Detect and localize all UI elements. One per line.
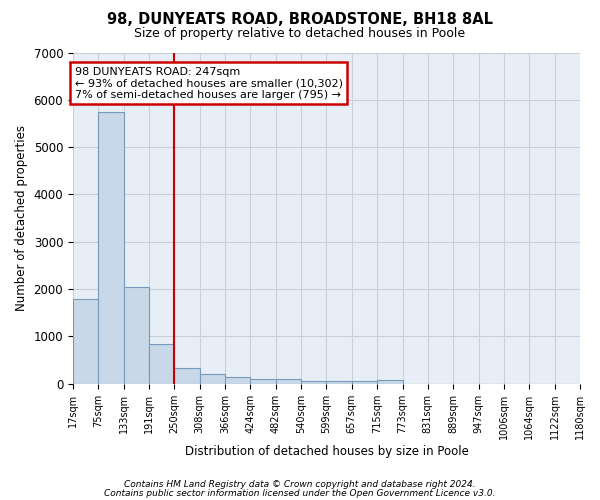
Bar <box>175 368 200 384</box>
Text: 98, DUNYEATS ROAD, BROADSTONE, BH18 8AL: 98, DUNYEATS ROAD, BROADSTONE, BH18 8AL <box>107 12 493 28</box>
Bar <box>73 300 98 384</box>
Bar <box>98 112 124 384</box>
Bar <box>250 379 276 384</box>
Text: Contains HM Land Registry data © Crown copyright and database right 2024.: Contains HM Land Registry data © Crown c… <box>124 480 476 489</box>
Bar <box>276 379 301 384</box>
X-axis label: Distribution of detached houses by size in Poole: Distribution of detached houses by size … <box>185 444 469 458</box>
Text: 98 DUNYEATS ROAD: 247sqm
← 93% of detached houses are smaller (10,302)
7% of sem: 98 DUNYEATS ROAD: 247sqm ← 93% of detach… <box>75 66 343 100</box>
Bar <box>225 376 250 384</box>
Text: Contains public sector information licensed under the Open Government Licence v3: Contains public sector information licen… <box>104 488 496 498</box>
Text: Size of property relative to detached houses in Poole: Size of property relative to detached ho… <box>134 28 466 40</box>
Bar <box>301 381 326 384</box>
Bar <box>124 286 149 384</box>
Bar <box>326 381 352 384</box>
Bar <box>377 380 403 384</box>
Y-axis label: Number of detached properties: Number of detached properties <box>15 125 28 311</box>
Bar <box>352 381 377 384</box>
Bar <box>149 344 175 384</box>
Bar <box>200 374 225 384</box>
